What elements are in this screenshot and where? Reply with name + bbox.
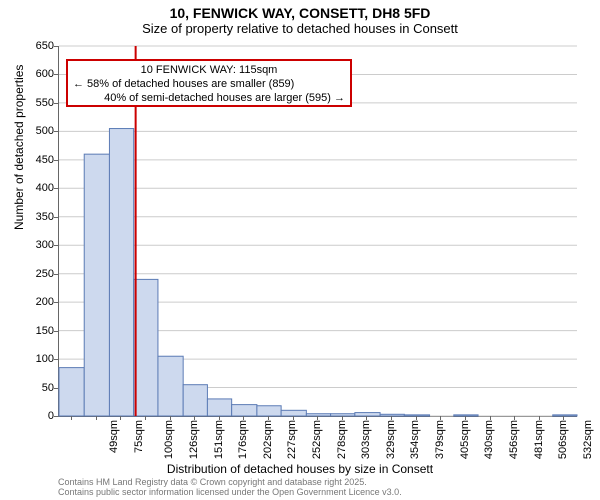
x-tick-label: 75sqm bbox=[133, 420, 145, 453]
svg-text:← 58% of detached houses are s: ← 58% of detached houses are smaller (85… bbox=[73, 78, 294, 90]
y-tick-label: 650 bbox=[14, 40, 54, 52]
x-tick-label: 252sqm bbox=[311, 420, 323, 459]
y-tick-label: 250 bbox=[14, 268, 54, 280]
y-tick-label: 600 bbox=[14, 68, 54, 80]
y-tick-label: 450 bbox=[14, 154, 54, 166]
attribution-footer: Contains HM Land Registry data © Crown c… bbox=[58, 478, 402, 498]
x-tick-label: 456sqm bbox=[509, 420, 521, 459]
x-tick-label: 354sqm bbox=[410, 420, 422, 459]
x-tick-label: 100sqm bbox=[163, 420, 175, 459]
y-tick-label: 50 bbox=[14, 382, 54, 394]
y-tick-label: 500 bbox=[14, 125, 54, 137]
plot-area: 10 FENWICK WAY: 115sqm ← 58% of detached … bbox=[58, 46, 577, 417]
x-tick-label: 202sqm bbox=[262, 420, 274, 459]
svg-text:10 FENWICK WAY: 115sqm: 10 FENWICK WAY: 115sqm bbox=[141, 64, 278, 76]
x-tick-label: 176sqm bbox=[237, 420, 249, 459]
svg-text:40% of semi-detached houses ar: 40% of semi-detached houses are larger (… bbox=[104, 92, 345, 104]
plot-svg: 10 FENWICK WAY: 115sqm ← 58% of detached … bbox=[59, 46, 577, 416]
y-tick-label: 100 bbox=[14, 353, 54, 365]
y-tick-label: 550 bbox=[14, 97, 54, 109]
x-tick-label: 379sqm bbox=[434, 420, 446, 459]
x-tick-label: 405sqm bbox=[459, 420, 471, 459]
chart-subtitle: Size of property relative to detached ho… bbox=[0, 21, 600, 36]
x-tick-label: 430sqm bbox=[483, 420, 495, 459]
y-tick-label: 200 bbox=[14, 296, 54, 308]
y-tick-label: 400 bbox=[14, 182, 54, 194]
x-tick-label: 126sqm bbox=[188, 420, 200, 459]
y-tick-label: 350 bbox=[14, 211, 54, 223]
x-tick-label: 49sqm bbox=[108, 420, 120, 453]
y-tick-label: 150 bbox=[14, 325, 54, 337]
x-tick-label: 481sqm bbox=[533, 420, 545, 459]
y-axis-label: Number of detached properties bbox=[12, 65, 26, 230]
x-tick-label: 303sqm bbox=[360, 420, 372, 459]
x-tick-label: 278sqm bbox=[336, 420, 348, 459]
annotation-box: 10 FENWICK WAY: 115sqm ← 58% of detached … bbox=[67, 60, 351, 106]
x-tick-label: 532sqm bbox=[582, 420, 594, 459]
x-axis-label: Distribution of detached houses by size … bbox=[0, 462, 600, 476]
footer-line-2: Contains public sector information licen… bbox=[58, 488, 402, 498]
x-tick-label: 329sqm bbox=[385, 420, 397, 459]
x-tick-label: 506sqm bbox=[557, 420, 569, 459]
chart-container: 10, FENWICK WAY, CONSETT, DH8 5FD Size o… bbox=[0, 0, 600, 500]
x-tick-label: 151sqm bbox=[213, 420, 225, 459]
x-tick-label: 227sqm bbox=[286, 420, 298, 459]
chart-title: 10, FENWICK WAY, CONSETT, DH8 5FD bbox=[0, 0, 600, 21]
histogram-bars bbox=[59, 129, 577, 416]
y-tick-label: 300 bbox=[14, 239, 54, 251]
y-tick-label: 0 bbox=[14, 410, 54, 422]
